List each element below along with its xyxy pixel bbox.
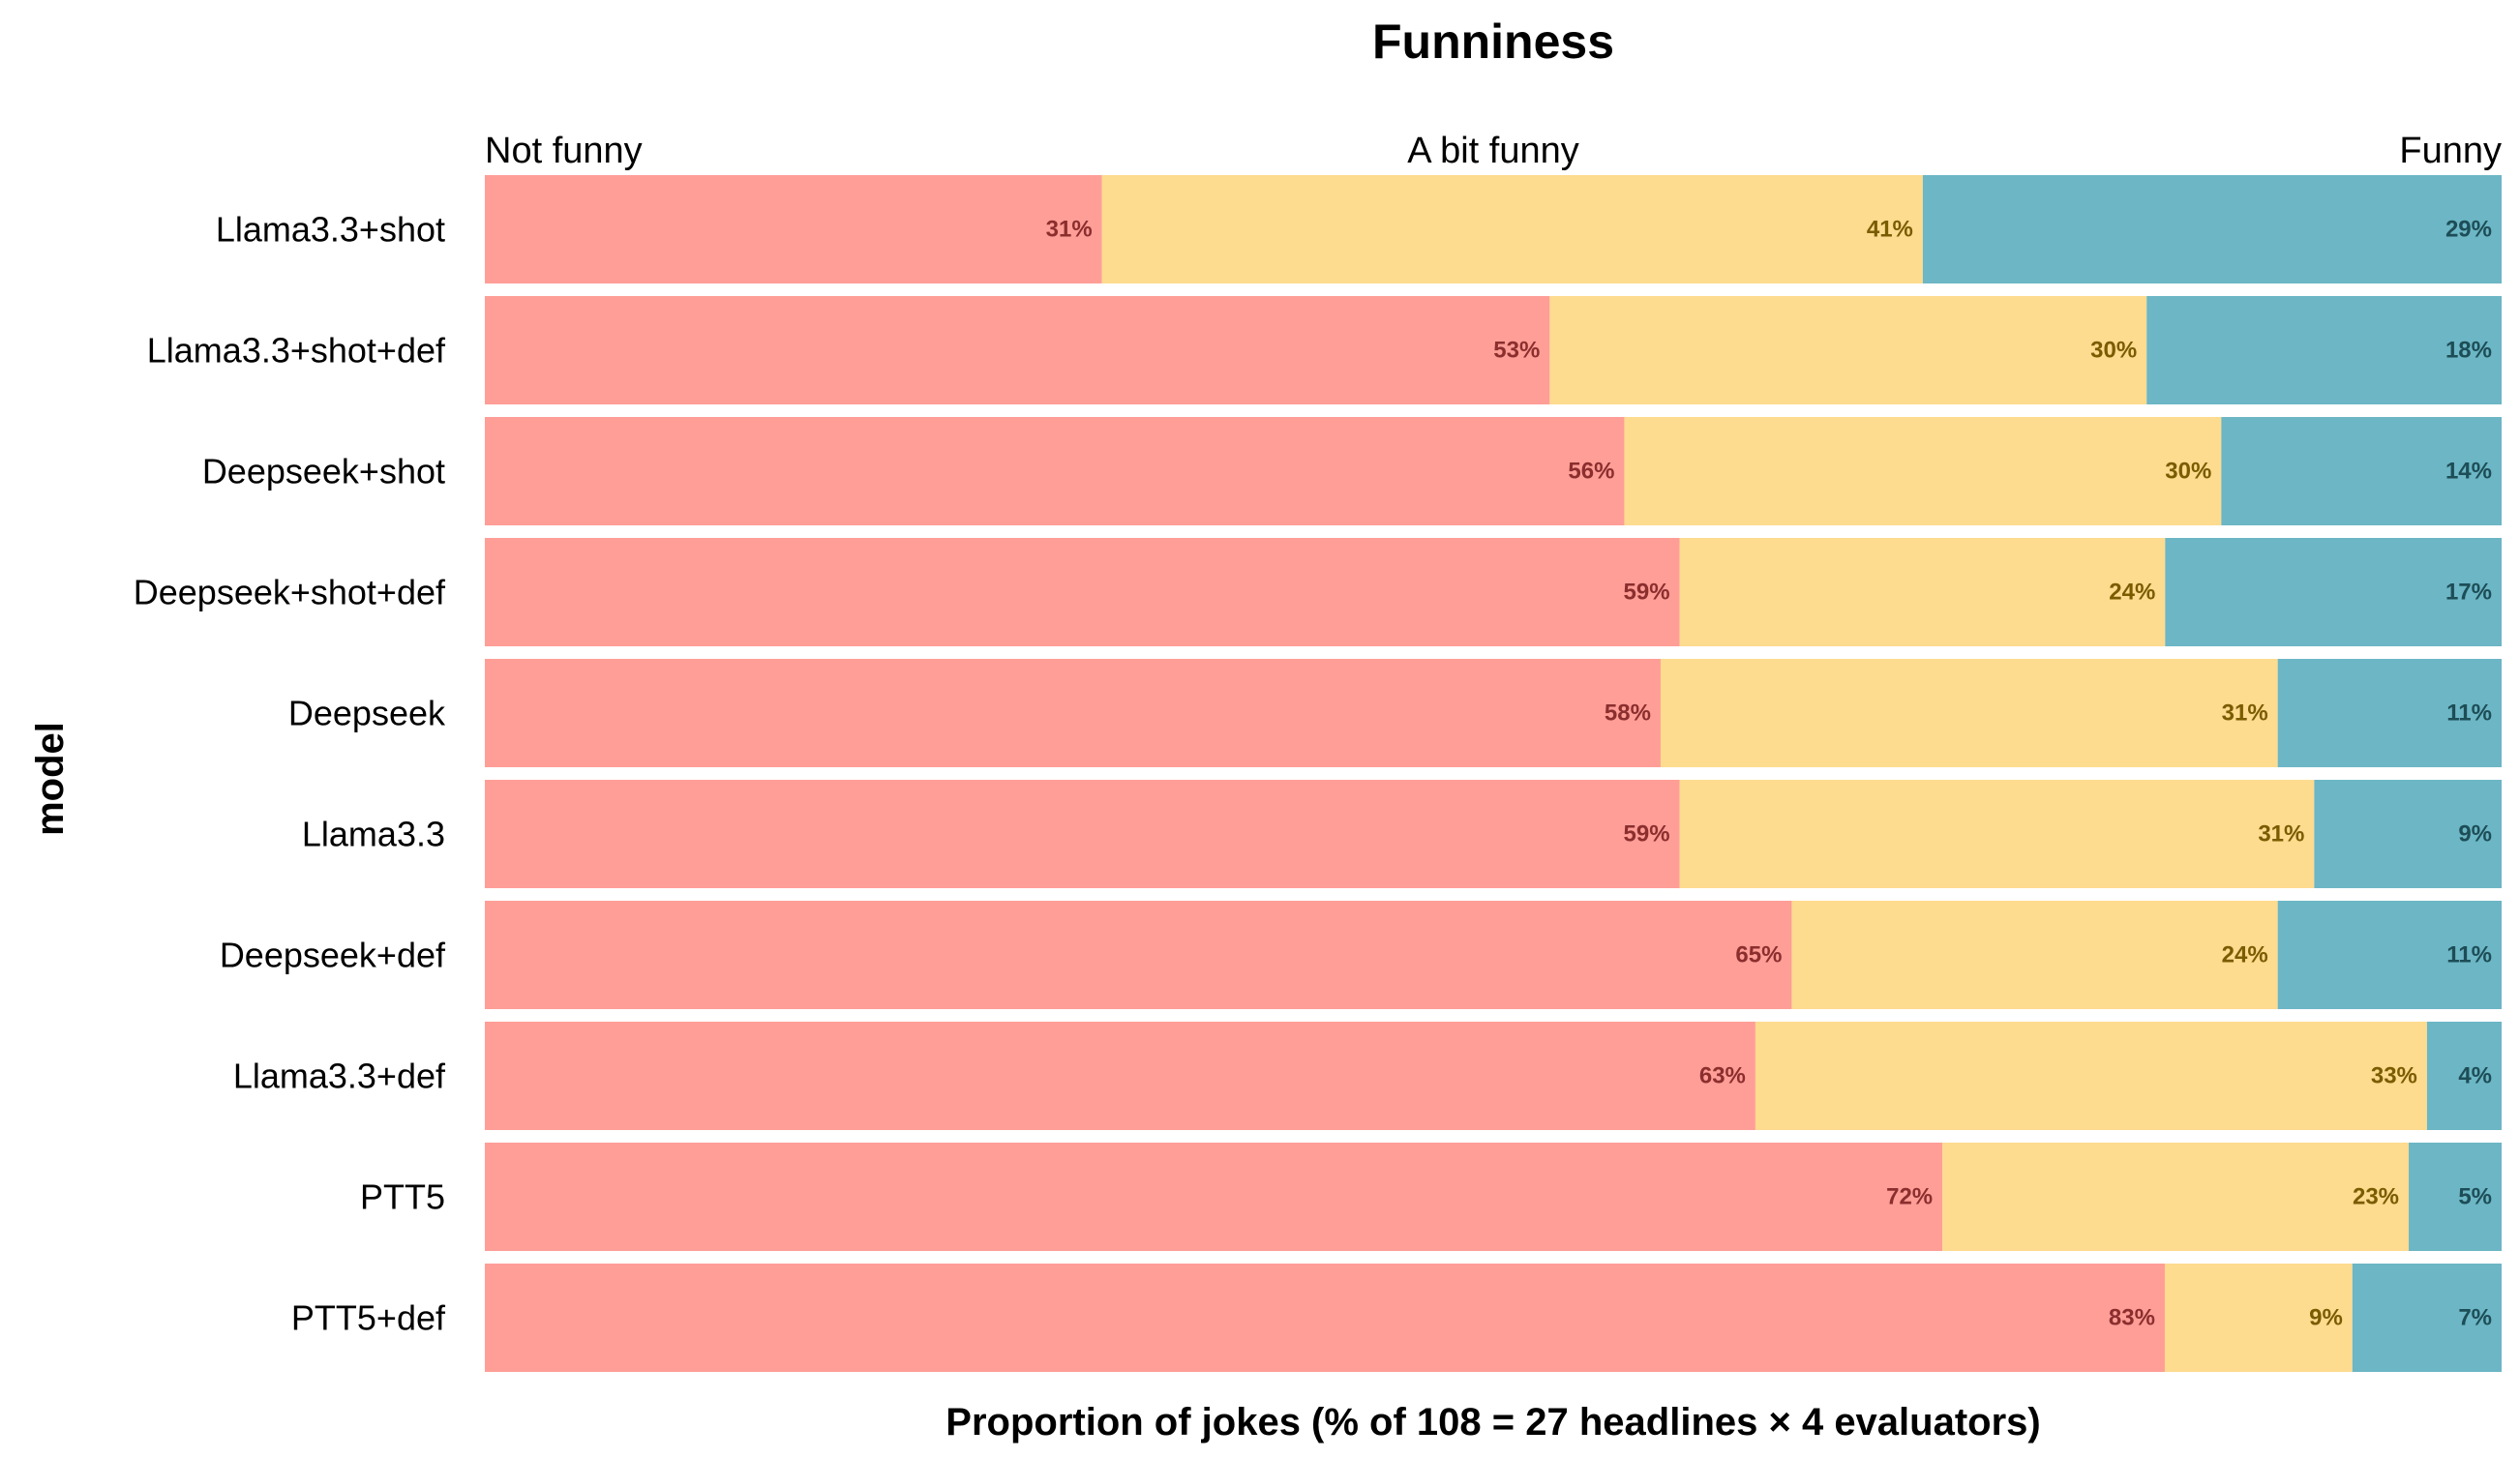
data-label-llama3-3-funny: 9% [2458,821,2492,848]
data-label-llama3-3-def-funny: 4% [2458,1063,2492,1089]
category-label-not-funny: Not funny [485,131,643,171]
data-label-deepseek-funny: 11% [2446,700,2492,727]
data-label-llama3-3-shot-funny: 29% [2445,217,2492,243]
data-label-llama3-3-shot-a-bit-funny: 41% [1867,217,1913,243]
data-label-deepseek-def-not-funny: 65% [1735,942,1782,968]
row-label-llama3-3-def: Llama3.3+def [233,1057,446,1096]
bar-llama3-3-shot-def-not-funny [485,296,1550,404]
bar-llama3-3-def-not-funny [485,1022,1755,1130]
data-label-ptt5-def-a-bit-funny: 9% [2309,1305,2343,1331]
data-label-ptt5-a-bit-funny: 23% [2353,1184,2399,1210]
bar-llama3-3-def-funny [2426,1022,2502,1130]
row-label-ptt5-def: PTT5+def [291,1298,446,1338]
chart-title: Funniness [1372,15,1614,69]
bar-deepseek-shot-not-funny [485,417,1625,525]
bar-deepseek-shot-a-bit-funny [1624,417,2222,525]
data-label-deepseek-def-funny: 11% [2446,942,2492,968]
bar-deepseek-shot-def-a-bit-funny [1679,538,2166,646]
data-label-deepseek-shot-def-funny: 17% [2445,580,2492,606]
data-label-llama3-3-a-bit-funny: 31% [2258,821,2304,848]
data-label-deepseek-not-funny: 58% [1605,700,1651,727]
y-axis-title: model [29,722,72,836]
bar-llama3-3-shot-def-a-bit-funny [1549,296,2147,404]
data-label-deepseek-def-a-bit-funny: 24% [2222,942,2268,968]
row-label-llama3-3: Llama3.3 [302,815,445,854]
row-label-llama3-3-shot-def: Llama3.3+shot+def [147,331,446,371]
bar-deepseek-funny [2277,659,2502,767]
bar-deepseek-a-bit-funny [1660,659,2278,767]
data-label-llama3-3-not-funny: 59% [1624,821,1670,848]
row-label-deepseek-def: Deepseek+def [220,936,446,975]
bar-llama3-3-shot-def-funny [2146,296,2502,404]
bar-ptt5-funny [2409,1143,2502,1251]
data-label-llama3-3-def-not-funny: 63% [1699,1063,1746,1089]
row-label-deepseek-shot-def: Deepseek+shot+def [134,573,446,612]
data-label-llama3-3-shot-not-funny: 31% [1046,217,1093,243]
data-label-llama3-3-def-a-bit-funny: 33% [2371,1063,2417,1089]
data-label-llama3-3-shot-def-funny: 18% [2445,338,2492,364]
data-label-ptt5-def-funny: 7% [2458,1305,2492,1331]
bar-deepseek-not-funny [485,659,1661,767]
bar-deepseek-def-funny [2277,901,2502,1009]
bar-llama3-3-def-a-bit-funny [1755,1022,2427,1130]
data-label-deepseek-shot-not-funny: 56% [1568,459,1614,485]
data-label-deepseek-a-bit-funny: 31% [2222,700,2268,727]
bar-ptt5-a-bit-funny [1942,1143,2410,1251]
bar-llama3-3-a-bit-funny [1679,780,2315,888]
row-label-deepseek-shot: Deepseek+shot [202,452,445,491]
row-label-deepseek: Deepseek [288,694,446,733]
data-label-deepseek-shot-def-a-bit-funny: 24% [2109,580,2155,606]
bar-ptt5-def-not-funny [485,1264,2165,1372]
bar-deepseek-shot-funny [2221,417,2502,525]
bar-ptt5-not-funny [485,1143,1943,1251]
row-label-ptt5: PTT5 [360,1177,445,1217]
category-label-funny: Funny [2399,131,2502,171]
data-label-deepseek-shot-a-bit-funny: 30% [2165,459,2211,485]
bar-llama3-3-shot-a-bit-funny [1101,175,1923,283]
data-label-ptt5-funny: 5% [2458,1184,2492,1210]
bar-deepseek-def-not-funny [485,901,1792,1009]
data-label-deepseek-shot-def-not-funny: 59% [1624,580,1670,606]
bar-deepseek-def-a-bit-funny [1791,901,2278,1009]
row-labels-group: Llama3.3+shot Llama3.3+shot+def Deepseek+s… [134,210,446,1338]
x-axis-title: Proportion of jokes (% of 108 = 27 headl… [945,1401,2040,1444]
bar-ptt5-def-a-bit-funny [2164,1264,2353,1372]
bar-deepseek-shot-def-not-funny [485,538,1680,646]
data-label-ptt5-not-funny: 72% [1886,1184,1933,1210]
data-label-llama3-3-shot-def-not-funny: 53% [1493,338,1540,364]
bars-group: 31% 41% 29% 53% 30% 18% 56% 30% 14% 59% 24% 17% 58% 3… [485,175,2502,1372]
bar-llama3-3-shot-funny [1922,175,2502,283]
category-label-a-bit-funny: A bit funny [1407,131,1578,171]
row-label-llama3-3-shot: Llama3.3+shot [216,210,445,250]
data-label-ptt5-def-not-funny: 83% [2109,1305,2155,1331]
data-label-llama3-3-shot-def-a-bit-funny: 30% [2090,338,2137,364]
bar-llama3-3-funny [2314,780,2502,888]
data-label-deepseek-shot-funny: 14% [2445,459,2492,485]
bar-deepseek-shot-def-funny [2165,538,2502,646]
bar-llama3-3-not-funny [485,780,1680,888]
bar-ptt5-def-funny [2352,1264,2502,1372]
bar-llama3-3-shot-not-funny [485,175,1102,283]
